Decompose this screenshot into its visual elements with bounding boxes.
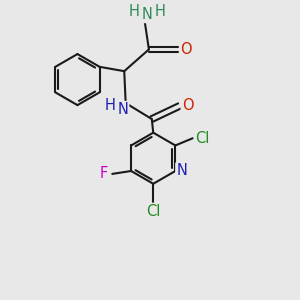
Text: O: O bbox=[182, 98, 193, 113]
Text: Cl: Cl bbox=[195, 131, 209, 146]
Text: N: N bbox=[176, 164, 187, 178]
Text: H: H bbox=[129, 4, 140, 19]
Text: Cl: Cl bbox=[146, 204, 160, 219]
Text: H: H bbox=[104, 98, 115, 113]
Text: F: F bbox=[100, 167, 108, 182]
Text: N: N bbox=[117, 102, 128, 117]
Text: H: H bbox=[155, 4, 166, 19]
Text: N: N bbox=[142, 7, 153, 22]
Text: O: O bbox=[180, 42, 192, 57]
